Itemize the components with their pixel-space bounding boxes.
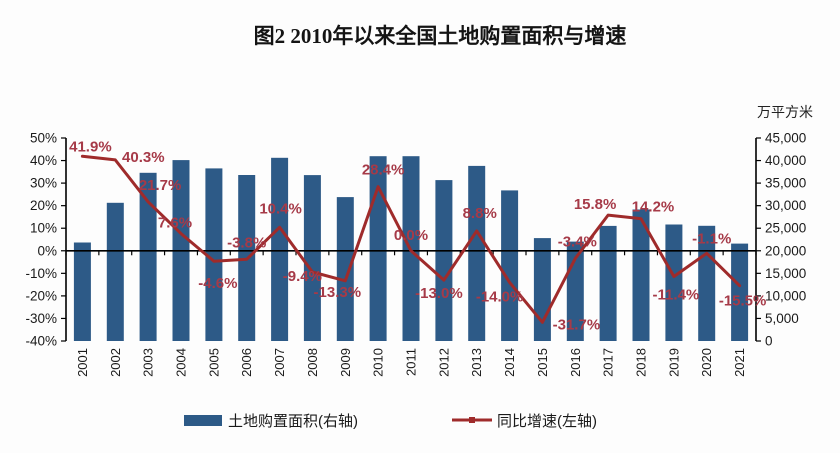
bar-2015 xyxy=(534,238,551,341)
bar-2001 xyxy=(74,243,91,342)
legend: 土地购置面积(右轴) 同比增速(左轴) xyxy=(184,413,597,430)
chart-title: 图2 2010年以来全国土地购置面积与增速 xyxy=(254,24,627,48)
data-label-2021: -15.5% xyxy=(719,293,767,310)
left-tick-label: 50% xyxy=(30,131,57,146)
x-tick-2017: 2017 xyxy=(601,348,616,377)
x-tick-2009: 2009 xyxy=(338,348,353,377)
bar-2007 xyxy=(271,158,288,341)
data-label-2020: -1.1% xyxy=(692,230,731,247)
x-tick-2008: 2008 xyxy=(305,348,320,377)
plot-area: 50%40%30%20%10%0%-10%-20%-30%-40%45,0004… xyxy=(25,131,806,377)
x-tick-2013: 2013 xyxy=(469,348,484,377)
bar-2003 xyxy=(140,173,157,341)
x-tick-2019: 2019 xyxy=(666,348,681,377)
left-tick-label: 40% xyxy=(30,153,57,168)
bar-2009 xyxy=(337,197,354,341)
left-tick-label: 10% xyxy=(30,221,57,236)
data-label-2019: -11.4% xyxy=(653,287,700,304)
bar-2017 xyxy=(600,226,617,341)
right-axis: 45,000 40,000 35,000 30,000 25,000 20,000 15,0… xyxy=(756,131,806,349)
right-tick-label: 35,000 xyxy=(765,176,806,191)
x-tick-2016: 2016 xyxy=(568,348,583,377)
x-tick-2020: 2020 xyxy=(699,348,714,377)
bar-2013 xyxy=(468,166,485,341)
data-label-2013: 8.8% xyxy=(463,205,497,222)
data-label-2002: 40.3% xyxy=(122,149,165,166)
x-tick-2018: 2018 xyxy=(634,348,649,377)
left-tick-label: 30% xyxy=(30,176,57,191)
right-tick-label: 40,000 xyxy=(765,153,806,168)
right-tick-label: 5,000 xyxy=(765,311,799,326)
bar-2008 xyxy=(304,175,321,341)
left-tick-label: 0% xyxy=(37,243,57,258)
left-tick-label: 20% xyxy=(30,198,57,213)
legend-line-marker-icon xyxy=(469,417,475,423)
legend-bar-label: 土地购置面积(右轴) xyxy=(228,413,358,430)
data-label-2018: 14.2% xyxy=(632,199,675,216)
right-tick-label: 0 xyxy=(765,334,773,349)
right-tick-label: 45,000 xyxy=(765,131,806,146)
x-tick-2015: 2015 xyxy=(535,348,550,377)
right-tick-label: 15,000 xyxy=(765,266,806,281)
left-tick-label: -40% xyxy=(25,334,57,349)
x-tick-2007: 2007 xyxy=(272,348,287,377)
right-tick-label: 25,000 xyxy=(765,221,806,236)
x-tick-2012: 2012 xyxy=(436,348,451,377)
chart-figure: 图2 2010年以来全国土地购置面积与增速 万平方米 50% 40% 30% 20% 1… xyxy=(0,0,840,453)
data-label-2006: -3.8% xyxy=(227,234,266,251)
data-label-2011: 0.0% xyxy=(394,227,428,244)
left-tick-label: -10% xyxy=(25,266,57,281)
data-label-2012: -13.0% xyxy=(415,285,463,302)
x-tick-2005: 2005 xyxy=(206,348,221,377)
bar-2014 xyxy=(501,190,518,341)
legend-bar-swatch-icon xyxy=(184,415,222,426)
data-label-2015: -31.7% xyxy=(553,316,601,333)
chart-canvas: 图2 2010年以来全国土地购置面积与增速 万平方米 50% 40% 30% 20% 1… xyxy=(0,0,840,453)
x-tick-2010: 2010 xyxy=(371,348,386,377)
data-label-2007: 10.4% xyxy=(259,200,302,217)
data-label-2014: -14.0% xyxy=(476,288,524,305)
x-tick-2004: 2004 xyxy=(174,348,189,377)
bar-2002 xyxy=(107,203,124,341)
data-label-2001: 41.9% xyxy=(69,138,112,155)
right-axis-unit: 万平方米 xyxy=(757,104,813,120)
data-label-2003: 21.7% xyxy=(139,177,182,194)
x-tick-2001: 2001 xyxy=(75,348,90,377)
data-label-2009: -13.3% xyxy=(314,284,362,301)
right-tick-label: 20,000 xyxy=(765,243,806,258)
x-tick-2014: 2014 xyxy=(502,348,517,377)
data-label-2017: 15.8% xyxy=(574,196,617,213)
left-tick-label: -30% xyxy=(25,311,57,326)
x-axis-years: 2001 2002 2003 2004 2005 2006 2007 2008 2009 2010… xyxy=(75,348,747,377)
bar-2012 xyxy=(435,180,452,341)
x-tick-2021: 2021 xyxy=(732,348,747,377)
right-tick-label: 30,000 xyxy=(765,198,806,213)
legend-line-label: 同比增速(左轴) xyxy=(497,413,597,430)
data-label-2004: 7.6% xyxy=(158,215,192,232)
right-tick-label: 10,000 xyxy=(765,288,806,303)
x-tick-2003: 2003 xyxy=(141,348,156,377)
x-tick-2002: 2002 xyxy=(108,348,123,377)
x-tick-2006: 2006 xyxy=(239,348,254,377)
data-label-2010: 28.4% xyxy=(362,162,405,179)
x-tick-2011: 2011 xyxy=(404,348,419,376)
data-label-2008: -9.4% xyxy=(283,268,322,285)
bar-2019 xyxy=(665,225,682,342)
data-label-2005: -4.6% xyxy=(198,275,237,292)
left-axis: 50% 40% 30% 20% 10% 0% -10% -20% -30% -40% xyxy=(25,131,66,349)
bar-2010 xyxy=(370,156,387,341)
data-label-2016: -3.4% xyxy=(558,233,597,250)
left-tick-label: -20% xyxy=(25,288,57,303)
